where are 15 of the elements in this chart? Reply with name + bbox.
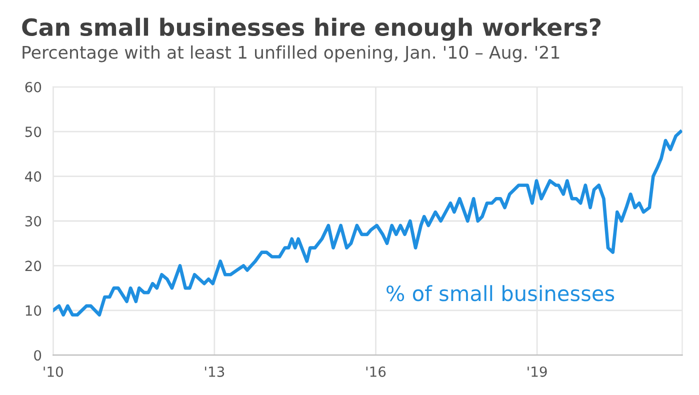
chart-subtitle: Percentage with at least 1 unfilled opening, Jan. '10 – Aug. '21 bbox=[22, 45, 560, 62]
x-tick-label: '16 bbox=[366, 366, 386, 377]
x-tick-label: '13 bbox=[205, 366, 224, 377]
y-tick-label: 50 bbox=[25, 126, 42, 138]
y-tick-label: 30 bbox=[25, 216, 42, 226]
series-label: % of small businesses bbox=[386, 285, 614, 302]
x-tick-label: '19 bbox=[528, 366, 547, 377]
y-tick-label: 0 bbox=[34, 350, 42, 361]
y-tick-label: 60 bbox=[25, 82, 42, 92]
x-tick-label: '10 bbox=[44, 366, 63, 377]
line-series bbox=[53, 130, 682, 317]
y-tick-label: 40 bbox=[25, 171, 42, 182]
y-tick-label: 10 bbox=[26, 305, 42, 316]
chart-title: Can small businesses hire enough workers? bbox=[22, 18, 601, 41]
y-tick-label: 20 bbox=[25, 260, 42, 272]
